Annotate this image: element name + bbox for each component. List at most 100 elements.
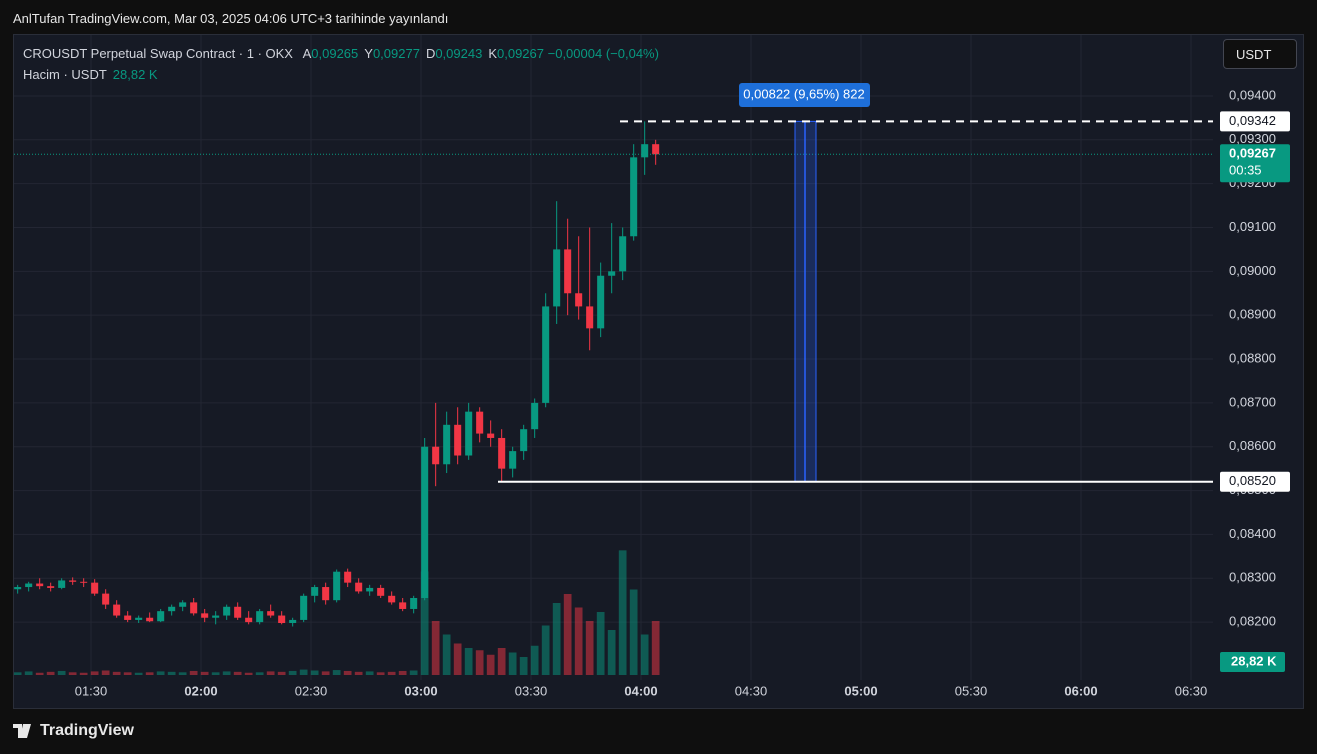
candle-body bbox=[201, 613, 209, 618]
volume-bar bbox=[123, 672, 132, 675]
volume-bar bbox=[508, 652, 517, 675]
volume-bar bbox=[497, 648, 506, 675]
volume-bar bbox=[24, 671, 33, 675]
candle-body bbox=[366, 587, 374, 592]
volume-bar bbox=[222, 671, 231, 675]
candle-body bbox=[553, 249, 561, 307]
y-tick-label: 0,09300 bbox=[1229, 131, 1276, 146]
level-label: 0,09342 bbox=[1229, 113, 1276, 128]
x-tick-label: 05:30 bbox=[955, 683, 988, 698]
candle-body bbox=[465, 411, 473, 456]
change: −0,00004 (−0,04%) bbox=[547, 46, 659, 61]
x-tick-label: 04:30 bbox=[735, 683, 768, 698]
y-tick-label: 0,08700 bbox=[1229, 394, 1276, 409]
candle-body bbox=[267, 611, 275, 616]
chart-panel bbox=[13, 34, 1304, 709]
volume-bar bbox=[387, 671, 396, 675]
volume-bar bbox=[365, 671, 374, 675]
candle-body bbox=[102, 593, 110, 605]
candle-body bbox=[113, 604, 121, 616]
candle-body bbox=[135, 617, 143, 620]
candle-body bbox=[190, 602, 198, 614]
volume-bar bbox=[431, 621, 440, 675]
volume-bar bbox=[68, 672, 77, 675]
volume-bar bbox=[211, 672, 220, 675]
volume-bar bbox=[585, 621, 594, 675]
candle-body bbox=[575, 293, 583, 307]
volume-bar bbox=[563, 594, 572, 675]
volume-bar bbox=[46, 671, 55, 675]
volume-bar bbox=[167, 671, 176, 675]
volume-bar bbox=[266, 671, 275, 675]
candle-body bbox=[47, 586, 55, 588]
x-tick-label: 01:30 bbox=[75, 683, 108, 698]
x-tick-label: 04:00 bbox=[624, 683, 657, 698]
x-tick-label: 02:30 bbox=[295, 683, 328, 698]
volume-legend: Hacim · USDT 28,82 K bbox=[23, 67, 158, 82]
measure-label: 0,00822 (9,65%) 822 bbox=[743, 86, 864, 101]
measure-label-box bbox=[739, 83, 870, 107]
candle-body bbox=[289, 619, 297, 623]
candle-body bbox=[586, 306, 594, 329]
volume-bar bbox=[57, 670, 66, 675]
candle-body bbox=[245, 617, 253, 623]
volume-bar bbox=[299, 669, 308, 675]
candle-body bbox=[80, 581, 88, 583]
candle-body bbox=[168, 606, 176, 612]
volume-bar bbox=[629, 589, 638, 675]
candle-body bbox=[421, 446, 429, 599]
volume-bar bbox=[453, 643, 462, 675]
candle-body bbox=[311, 587, 319, 596]
volume-bar bbox=[475, 650, 484, 675]
volume-last-label: 28,82 K bbox=[1231, 653, 1277, 668]
level-label-box bbox=[1220, 471, 1290, 492]
candle-body bbox=[564, 249, 572, 294]
volume-bar bbox=[574, 607, 583, 675]
candle-body bbox=[498, 437, 506, 469]
volume-bar bbox=[519, 657, 528, 675]
ohlc-value: 0,09243 bbox=[435, 46, 483, 61]
candle-body bbox=[641, 144, 649, 158]
candle-body bbox=[25, 583, 33, 588]
footer-brand: TradingView bbox=[13, 722, 134, 740]
volume-bar bbox=[420, 571, 429, 675]
volume-bar bbox=[541, 625, 550, 675]
y-tick-label: 0,08600 bbox=[1229, 438, 1276, 453]
candle-body bbox=[212, 615, 220, 618]
candle-body bbox=[487, 433, 495, 438]
x-tick-label: 05:00 bbox=[844, 683, 877, 698]
ohlc: A0,09265 Y0,09277 D0,09243 K0,09267 bbox=[297, 46, 544, 61]
candle-body bbox=[223, 606, 231, 616]
ohlc-key: K bbox=[488, 46, 497, 61]
volume-bar bbox=[90, 671, 99, 675]
currency-button[interactable]: USDT bbox=[1223, 39, 1297, 69]
volume-bar bbox=[200, 671, 209, 675]
candle-body bbox=[36, 583, 44, 587]
volume-bar bbox=[134, 672, 143, 675]
volume-bar bbox=[112, 671, 121, 675]
symbol-title: CROUSDT Perpetual Swap Contract · 1 · OK… bbox=[23, 46, 293, 61]
volume-bar bbox=[343, 670, 352, 675]
volume-bar bbox=[35, 672, 44, 675]
candle-body bbox=[509, 451, 517, 469]
last-price-box bbox=[1220, 144, 1290, 183]
candle-body bbox=[520, 429, 528, 452]
brand-name: TradingView bbox=[40, 722, 134, 739]
candle-body bbox=[542, 306, 550, 403]
volume-bar bbox=[640, 634, 649, 675]
candle-body bbox=[454, 424, 462, 456]
candle-body bbox=[256, 611, 264, 623]
candle-body bbox=[597, 275, 605, 329]
x-tick-label: 06:30 bbox=[1175, 683, 1208, 698]
candle-body bbox=[344, 571, 352, 583]
volume-bar bbox=[442, 634, 451, 675]
y-tick-label: 0,08200 bbox=[1229, 614, 1276, 629]
candle-body bbox=[91, 582, 99, 594]
logo bbox=[13, 724, 31, 738]
ohlc-key: Y bbox=[364, 46, 373, 61]
candle-body bbox=[300, 595, 308, 620]
candle-body bbox=[157, 611, 165, 622]
x-tick-label: 03:30 bbox=[515, 683, 548, 698]
published-note: AnlTufan TradingView.com, Mar 03, 2025 0… bbox=[13, 11, 449, 26]
volume-bar bbox=[607, 630, 616, 675]
